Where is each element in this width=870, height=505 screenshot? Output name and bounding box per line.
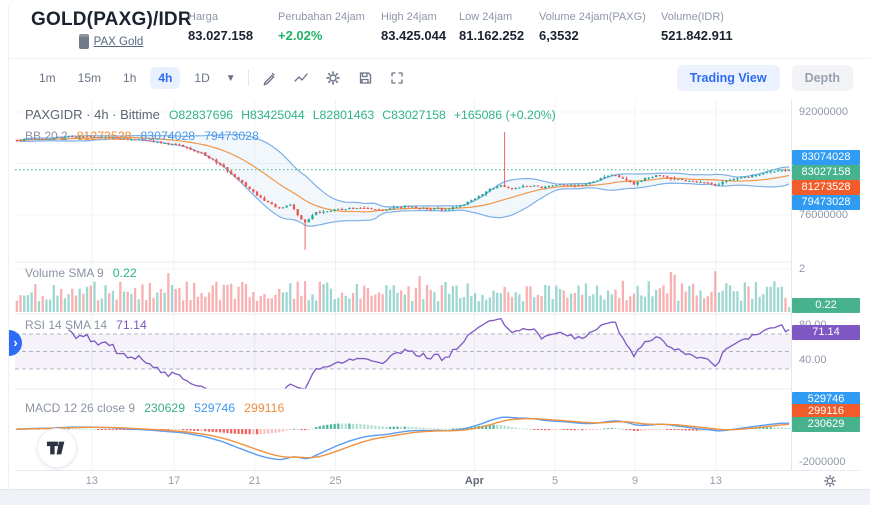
draw-icon[interactable]	[261, 70, 277, 86]
axis-price-badge: 529746	[792, 391, 860, 407]
chart-toolbar: 1m 15m 1h 4h 1D ▼ Trading View Depth	[9, 58, 870, 98]
time-tick: Apr	[464, 475, 484, 487]
pair-title: GOLD(PAXG)/IDR	[31, 9, 192, 30]
axis-label: 92000000	[799, 105, 848, 118]
stat-label: Volume 24jam(PAXG)	[539, 11, 646, 23]
panel-expand-chevron-icon[interactable]: ›	[9, 330, 22, 356]
interval-15m[interactable]: 15m	[77, 71, 102, 85]
time-tick: 13	[709, 475, 722, 487]
header: GOLD(PAXG)/IDR PAX Gold Harga 83.027.158 P…	[9, 0, 870, 59]
stat-value: 6,3532	[539, 28, 579, 43]
stat-label: Volume(IDR)	[661, 11, 724, 23]
stat-volume-idr-: Volume(IDR) 521.842.911	[661, 11, 733, 43]
pair-title-block: GOLD(PAXG)/IDR PAX Gold	[31, 9, 192, 49]
stat-perubahan-24jam: Perubahan 24jam +2.02%	[278, 11, 365, 43]
stat-volume-24jam-paxg-: Volume 24jam(PAXG) 6,3532	[539, 11, 646, 43]
token-link[interactable]: PAX Gold	[93, 35, 144, 48]
stat-value: 83.425.044	[381, 28, 447, 43]
axis-label: 40.00	[799, 353, 827, 366]
interval-1m[interactable]: 1m	[39, 71, 56, 85]
axis-label: 76000000	[799, 208, 848, 221]
axis-label: 2	[799, 262, 806, 275]
stat-harga: Harga 83.027.158	[188, 11, 253, 43]
token-icon	[78, 34, 89, 49]
trading-card: GOLD(PAXG)/IDR PAX Gold Harga 83.027.158 P…	[8, 0, 870, 490]
axis-price-badge: 230629	[792, 416, 860, 432]
stat-low-24jam: Low 24jam 81.162.252	[459, 11, 524, 43]
time-tick: 9	[631, 475, 639, 487]
axis-price-badge: 299116	[792, 404, 860, 419]
interval-group: 1m 15m 1h 4h 1D	[31, 67, 224, 89]
stat-value: 521.842.911	[661, 28, 733, 43]
chevron-down-icon[interactable]: ▼	[225, 72, 236, 84]
depth-button[interactable]: Depth	[791, 65, 853, 91]
fullscreen-icon[interactable]	[389, 70, 405, 86]
bottom-strip	[0, 489, 870, 505]
settings-icon[interactable]	[325, 70, 341, 86]
time-tick: 25	[329, 475, 342, 487]
save-icon[interactable]	[357, 70, 373, 86]
view-toggle-group: Trading View Depth	[676, 65, 853, 91]
time-tick: 5	[552, 475, 559, 487]
toolbar-divider	[247, 70, 249, 86]
axis-price-badge: 71.14	[792, 324, 860, 340]
stat-label: Perubahan 24jam	[278, 11, 365, 23]
axis-settings-gear-icon[interactable]	[823, 474, 837, 488]
trading-view-button[interactable]: Trading View	[676, 65, 780, 91]
stat-label: Low 24jam	[459, 11, 513, 23]
interval-4h[interactable]: 4h	[150, 67, 181, 89]
stat-value: +2.02%	[278, 28, 323, 43]
interval-1h[interactable]: 1h	[123, 71, 137, 85]
price-axis[interactable]: 9200000076000000280.0040.00-200000083074…	[791, 100, 860, 470]
stat-value: 81.162.252	[459, 28, 525, 43]
axis-price-badge: 79473028	[792, 195, 860, 210]
axis-label: -2000000	[799, 455, 846, 468]
line-chart-icon[interactable]	[293, 70, 309, 86]
time-tick: 13	[85, 475, 98, 487]
stat-high-24jam: High 24jam 83.425.044	[381, 11, 446, 43]
chart-canvas[interactable]: PAXGIDR · 4h · Bittime O82837696 H8342504…	[15, 100, 791, 470]
interval-1d[interactable]: 1D	[194, 71, 210, 85]
tool-icon-group	[261, 70, 421, 86]
stat-label: High 24jam	[381, 11, 437, 23]
chart-svg[interactable]	[15, 100, 791, 470]
axis-price-badge: 81273528	[792, 180, 860, 195]
time-tick: 21	[248, 475, 261, 487]
axis-price-badge: 83027158	[792, 165, 860, 180]
time-axis[interactable]: 13 17 21 25 Apr 5 9 13	[15, 470, 859, 490]
stat-label: Harga	[188, 11, 218, 23]
tradingview-watermark-logo	[37, 428, 77, 468]
axis-price-badge: 0.22	[792, 297, 860, 313]
stat-value: 83.027.158	[188, 28, 254, 43]
axis-price-badge: 83074028	[792, 150, 860, 165]
token-row: PAX Gold	[31, 34, 191, 49]
time-tick: 17	[167, 475, 181, 487]
